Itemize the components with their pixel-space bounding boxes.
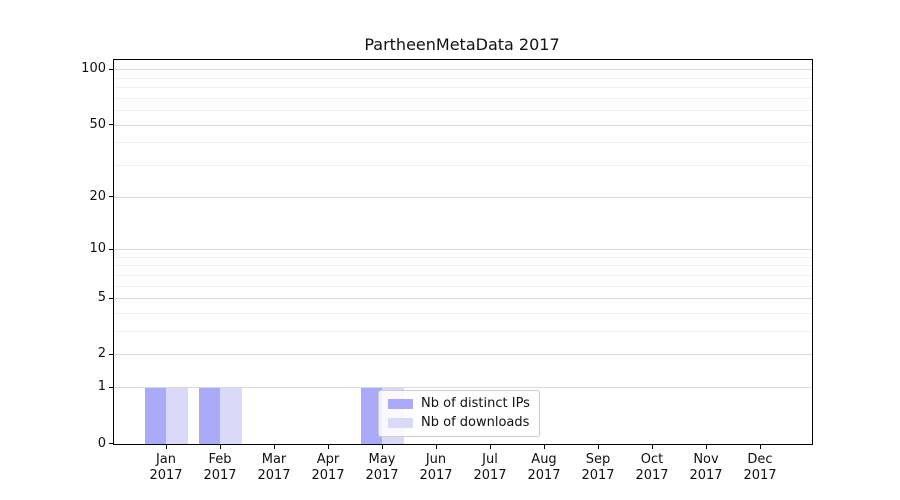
x-tick-label-sep: Sep 2017 bbox=[581, 452, 615, 483]
chart-title: PartheenMetaData 2017 bbox=[364, 35, 560, 54]
y-tick-label-100: 100 bbox=[81, 61, 106, 77]
x-tick-oct bbox=[651, 445, 653, 449]
x-tick-label-mar: Mar 2017 bbox=[257, 452, 291, 483]
gridline-major-20 bbox=[114, 196, 812, 198]
x-tick-label-jan: Jan 2017 bbox=[149, 452, 183, 483]
gridline-minor-6 bbox=[114, 285, 812, 287]
gridline-minor-90 bbox=[114, 77, 812, 79]
x-tick-label-feb: Feb 2017 bbox=[203, 452, 237, 483]
x-tick-label-dec: Dec 2017 bbox=[743, 452, 777, 483]
gridline-minor-9 bbox=[114, 256, 812, 258]
y-tick-20 bbox=[109, 196, 113, 198]
gridline-major-2 bbox=[114, 354, 812, 356]
x-tick-label-aug: Aug 2017 bbox=[527, 452, 561, 483]
x-tick-may bbox=[381, 445, 383, 449]
x-tick-sep bbox=[597, 445, 599, 449]
x-tick-label-jul: Jul 2017 bbox=[473, 452, 507, 483]
x-tick-label-oct: Oct 2017 bbox=[635, 452, 669, 483]
x-tick-label-may: May 2017 bbox=[365, 452, 399, 483]
y-tick-10 bbox=[109, 248, 113, 250]
x-tick-nov bbox=[705, 445, 707, 449]
legend: Nb of distinct IPs Nb of downloads bbox=[378, 390, 540, 437]
gridline-minor-60 bbox=[114, 110, 812, 112]
bar-downloads-jan bbox=[166, 387, 188, 444]
gridline-major-50 bbox=[114, 124, 812, 126]
y-tick-100 bbox=[109, 68, 113, 70]
y-tick-0 bbox=[109, 443, 113, 444]
x-tick-label-nov: Nov 2017 bbox=[689, 452, 723, 483]
gridline-minor-70 bbox=[114, 97, 812, 99]
legend-label-distinct-ips: Nb of distinct IPs bbox=[421, 396, 530, 411]
legend-label-downloads: Nb of downloads bbox=[421, 415, 530, 430]
y-tick-label-0: 0 bbox=[97, 435, 106, 451]
bar-distinct-ips-feb bbox=[198, 387, 220, 444]
gridline-minor-4 bbox=[114, 313, 812, 314]
bar-distinct-ips-may bbox=[360, 387, 382, 444]
bar-distinct-ips-jan bbox=[144, 387, 166, 444]
y-tick-50 bbox=[109, 124, 113, 126]
gridline-minor-3 bbox=[114, 331, 812, 333]
x-tick-aug bbox=[543, 445, 545, 449]
gridline-major-10 bbox=[114, 249, 812, 251]
x-tick-label-jun: Jun 2017 bbox=[419, 452, 453, 483]
y-tick-label-20: 20 bbox=[89, 188, 106, 204]
gridline-minor-80 bbox=[114, 87, 812, 89]
gridline-major-100 bbox=[114, 69, 812, 71]
legend-item-distinct-ips: Nb of distinct IPs bbox=[388, 396, 530, 412]
y-tick-label-10: 10 bbox=[89, 241, 106, 257]
gridline-minor-8 bbox=[114, 265, 812, 267]
gridline-minor-30 bbox=[114, 165, 812, 167]
bar-downloads-feb bbox=[220, 387, 242, 444]
x-tick-label-apr: Apr 2017 bbox=[311, 452, 345, 483]
gridline-minor-7 bbox=[114, 274, 812, 276]
y-tick-label-1: 1 bbox=[97, 379, 106, 395]
x-tick-feb bbox=[219, 445, 221, 449]
gridline-major-5 bbox=[114, 298, 812, 300]
x-tick-jun bbox=[435, 445, 437, 449]
y-tick-label-50: 50 bbox=[89, 116, 106, 132]
gridline-major-1 bbox=[114, 387, 812, 389]
legend-swatch-distinct-ips bbox=[388, 399, 413, 409]
y-tick-2 bbox=[109, 353, 113, 355]
x-tick-apr bbox=[327, 445, 329, 449]
plot-area: Nb of distinct IPs Nb of downloads bbox=[113, 59, 813, 445]
x-tick-mar bbox=[273, 445, 275, 449]
y-tick-label-5: 5 bbox=[97, 290, 106, 306]
x-tick-jul bbox=[489, 445, 491, 449]
legend-swatch-downloads bbox=[388, 418, 413, 428]
y-tick-5 bbox=[109, 297, 113, 299]
x-tick-jan bbox=[165, 445, 167, 449]
gridline-minor-40 bbox=[114, 142, 812, 144]
y-tick-label-2: 2 bbox=[97, 346, 106, 362]
legend-item-downloads: Nb of downloads bbox=[388, 415, 530, 431]
y-tick-1 bbox=[109, 386, 113, 388]
x-tick-dec bbox=[759, 445, 761, 449]
